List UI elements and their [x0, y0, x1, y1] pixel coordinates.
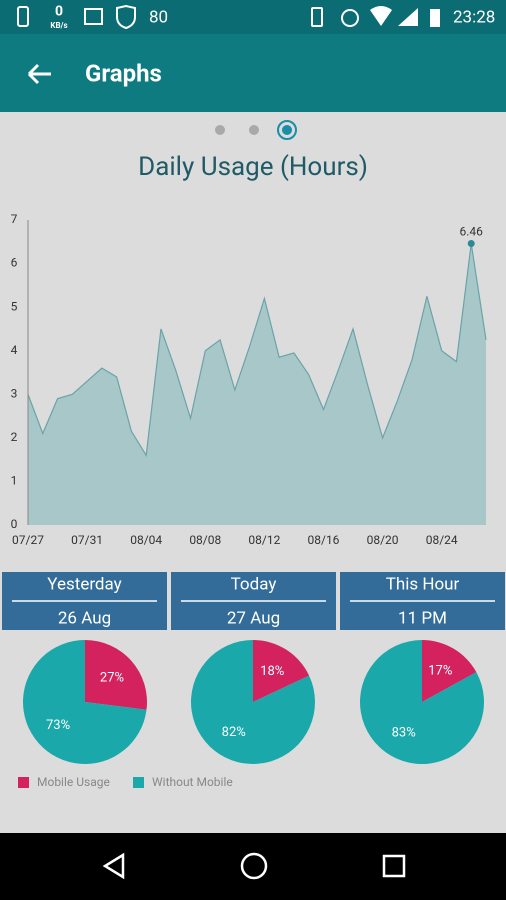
y-tick-label: 6	[11, 256, 18, 270]
card-subtitle: 27 Aug	[227, 608, 280, 628]
pie-slice	[253, 640, 310, 702]
wifi-icon	[370, 6, 392, 26]
y-tick-label: 7	[11, 212, 18, 226]
pie-slice	[360, 640, 485, 764]
speed: 0	[55, 4, 63, 20]
y-tick-label: 4	[11, 343, 18, 357]
x-tick-label: 08/20	[367, 533, 399, 547]
card-title: Today	[231, 574, 277, 594]
x-tick-label: 08/16	[308, 533, 340, 547]
slice-label: 82%	[222, 725, 246, 740]
image-icon	[84, 8, 103, 25]
card-title: This Hour	[386, 574, 460, 594]
slice-label: 83%	[392, 725, 416, 740]
legend-label: Mobile Usage	[37, 775, 110, 789]
app-bar	[0, 34, 506, 112]
battery-level: 80	[149, 7, 168, 27]
x-tick-label: 07/27	[12, 533, 44, 547]
y-tick-label: 2	[11, 430, 18, 444]
nav-bar	[0, 833, 506, 900]
area	[28, 243, 486, 525]
nav-back[interactable]	[102, 852, 125, 880]
peak-point	[467, 240, 475, 248]
page-dot[interactable]	[215, 125, 225, 135]
nav-home[interactable]	[240, 852, 268, 880]
y-tick-label: 3	[11, 386, 18, 400]
pie-slice	[422, 640, 477, 702]
pie-slice	[23, 640, 147, 764]
back-button[interactable]	[27, 63, 51, 85]
slice-label: 18%	[260, 664, 284, 679]
x-tick-label: 08/24	[426, 533, 458, 547]
x-tick-label: 07/31	[71, 533, 103, 547]
y-tick-label: 1	[11, 474, 18, 488]
card-subtitle: 26 Aug	[58, 608, 111, 628]
legend-swatch	[18, 777, 29, 788]
legend-label: Without Mobile	[152, 775, 233, 789]
nav-recents[interactable]	[382, 854, 406, 878]
alarm-icon	[341, 9, 359, 27]
slice-label: 27%	[100, 671, 124, 686]
line	[27, 243, 487, 458]
page-dot-active-center	[282, 125, 292, 135]
app-title: Graphs	[85, 59, 162, 87]
clock: 23:28	[453, 7, 495, 27]
phone-icon	[17, 6, 29, 27]
pie-slice	[85, 640, 147, 710]
slice-label: 17%	[428, 663, 452, 678]
x-tick-label: 08/12	[248, 533, 280, 547]
shield-icon	[116, 4, 136, 30]
vibrate-icon	[311, 7, 323, 27]
speed-unit: KB/s	[50, 21, 67, 30]
signal-icon	[398, 8, 418, 26]
legend-swatch	[133, 777, 144, 788]
x-tick-label: 08/08	[189, 533, 221, 547]
pie-slice	[191, 640, 315, 764]
y-tick-label: 5	[11, 299, 18, 313]
x-tick-label: 08/04	[130, 533, 162, 547]
card-subtitle: 11 PM	[398, 608, 447, 628]
page-dot-active[interactable]	[277, 120, 297, 140]
chart-title: Daily Usage (Hours)	[138, 152, 368, 182]
peak-label: 6.46	[460, 225, 484, 239]
battery-icon	[430, 9, 440, 27]
slice-label: 73%	[46, 718, 70, 733]
y-tick-label: 0	[11, 517, 18, 531]
card-title: Yesterday	[47, 574, 121, 594]
page-dot[interactable]	[249, 125, 259, 135]
